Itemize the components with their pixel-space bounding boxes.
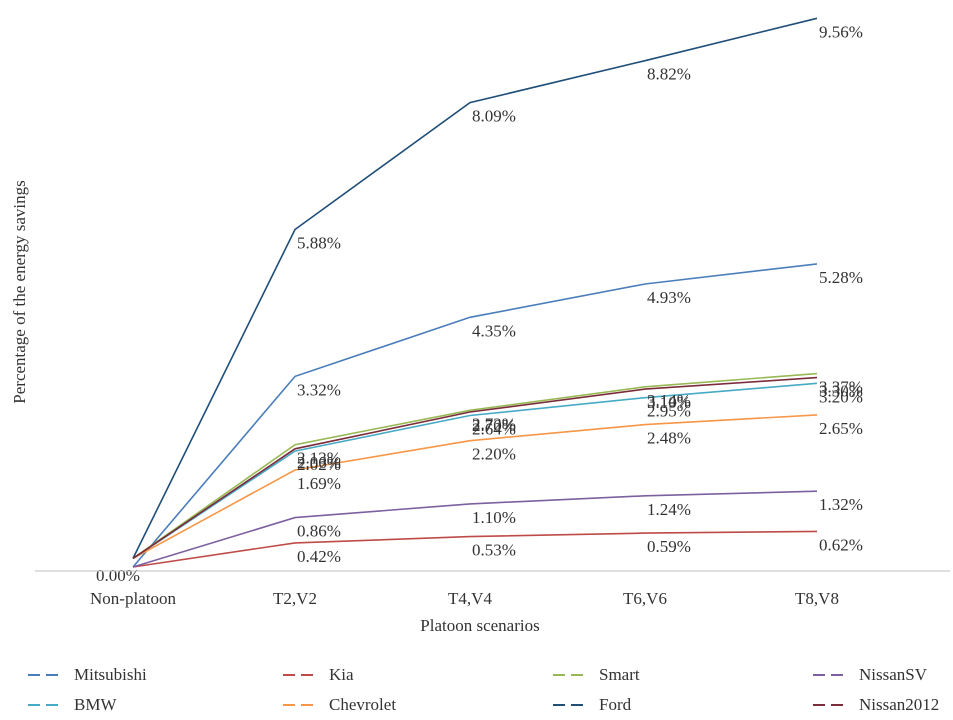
legend-label: BMW [74,695,117,714]
legend-item-chevrolet: Chevrolet [283,694,396,716]
legend: Mitsubishi Kia Smart NissanSV BMW Chevrolet Fo… [28,664,953,720]
legend-swatch-icon [813,674,849,676]
data-label-bmw-2: 2.64% [472,419,516,438]
plot-area: 3.32% 4.35% 4.93% 5.28% 0.00% 0.42% 0.53% 0.59%… [96,17,863,585]
data-label-nissan2012-2: 2.70% [472,416,516,435]
series-line-chevrolet [132,414,818,560]
legend-label: Chevrolet [329,695,397,714]
legend-item-ford: Ford [553,694,631,716]
data-label-ford-3: 8.82% [647,65,691,84]
data-label-mitsubishi-2: 4.35% [472,321,516,340]
x-axis-title: Platoon scenarios [420,616,539,635]
data-label-mitsubishi-3: 4.93% [647,288,691,307]
data-label-ford-1: 5.88% [297,233,341,252]
data-label-smart-3: 3.14% [647,391,691,410]
data-label-nissansv-2: 1.10% [472,508,516,527]
series-line-ford [132,17,818,559]
legend-item-bmw: BMW [28,694,117,716]
data-label-nissansv-4: 1.32% [819,495,863,514]
data-label-chevrolet-1: 1.69% [297,474,341,493]
data-label-bmw-4: 3.20% [819,387,863,406]
series-line-kia [132,530,818,568]
legend-label: Ford [599,695,632,714]
x-tick-label: Non-platoon [90,589,176,608]
line-chart: 3.32% 4.35% 4.93% 5.28% 0.00% 0.42% 0.53% 0.59%… [10,17,950,635]
data-label-kia-0: 0.00% [96,566,140,585]
data-label-bmw-1: 2.02% [297,455,341,474]
legend-swatch-icon [553,704,589,706]
x-tick-label: T2,V2 [273,589,317,608]
y-axis-title: Percentage of the energy savings [10,180,29,403]
legend-swatch-icon [28,674,64,676]
data-label-nissansv-3: 1.24% [647,500,691,519]
legend-item-nissansv: NissanSV [813,664,927,686]
legend-item-smart: Smart [553,664,640,686]
x-tick-label: T4,V4 [448,589,492,608]
legend-swatch-icon [553,674,589,676]
x-tick-label: T6,V6 [623,589,667,608]
legend-swatch-icon [283,674,319,676]
data-label-ford-4: 9.56% [819,22,863,41]
data-label-kia-4: 0.62% [819,535,863,554]
data-label-mitsubishi-4: 5.28% [819,268,863,287]
x-tick-labels: Non-platoon T2,V2 T4,V4 T6,V6 T8,V8 [90,589,839,608]
legend-swatch-icon [283,704,319,706]
data-label-chevrolet-3: 2.48% [647,429,691,448]
data-label-mitsubishi-1: 3.32% [297,380,341,399]
x-tick-label: T8,V8 [795,589,839,608]
data-label-bmw-3: 2.95% [647,402,691,421]
legend-item-mitsubishi: Mitsubishi [28,664,147,686]
legend-label: Nissan2012 [859,695,940,714]
legend-swatch-icon [813,704,849,706]
data-label-chevrolet-2: 2.20% [472,445,516,464]
series-line-smart [132,372,818,560]
series-line-nissansv [132,490,818,568]
legend-swatch-icon [28,704,64,706]
legend-item-kia: Kia [283,664,354,686]
series-line-mitsubishi [132,263,818,568]
data-label-kia-2: 0.53% [472,541,516,560]
data-label-kia-3: 0.59% [647,537,691,556]
data-label-smart-1: 2.13% [297,449,341,468]
data-label-nissansv-1: 0.86% [297,522,341,541]
legend-label: Mitsubishi [74,665,147,684]
legend-label: NissanSV [859,665,928,684]
data-label-ford-2: 8.09% [472,107,516,126]
data-label-chevrolet-4: 2.65% [819,419,863,438]
data-label-nissan2012-4: 3.30% [819,382,863,401]
data-label-nissan2012-1: 2.06% [297,453,341,472]
series-line-nissan2012 [132,376,818,560]
data-label-nissan2012-3: 3.10% [647,393,691,412]
data-label-smart-4: 3.37% [819,378,863,397]
series-line-bmw [132,382,818,560]
legend-label: Kia [329,665,354,684]
legend-label: Smart [599,665,640,684]
legend-item-nissan2012: Nissan2012 [813,694,939,716]
data-label-smart-2: 2.73% [472,414,516,433]
data-label-kia-1: 0.42% [297,547,341,566]
